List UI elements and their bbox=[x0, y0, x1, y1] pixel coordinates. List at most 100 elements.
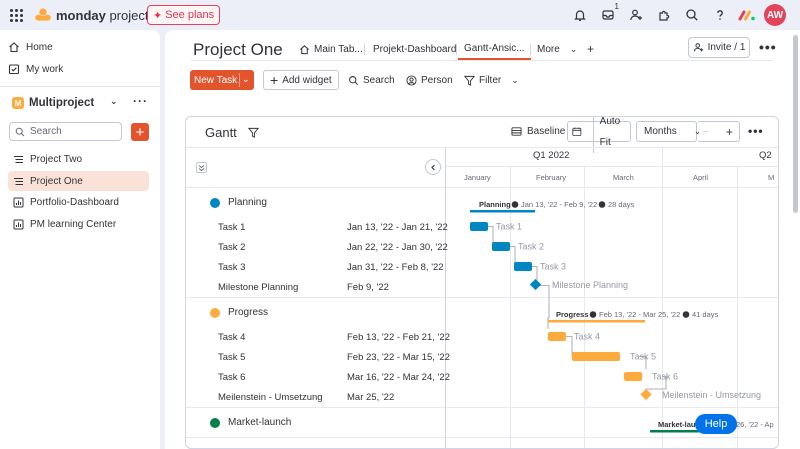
add-widget-button[interactable]: + Add widget bbox=[263, 70, 339, 90]
month-gridline bbox=[584, 166, 585, 448]
add-view-button[interactable]: + bbox=[587, 42, 595, 56]
svg-text:Jan 13, '22 - Feb 9, '22: Jan 13, '22 - Feb 9, '22 bbox=[521, 200, 597, 209]
group-divider bbox=[186, 297, 778, 298]
filter-icon[interactable] bbox=[248, 127, 259, 138]
item-name[interactable]: Task 5 bbox=[218, 352, 246, 363]
row-divider bbox=[186, 437, 778, 438]
gantt-more-button[interactable]: ••• bbox=[748, 124, 764, 138]
chevron-down-icon[interactable]: ⌄ bbox=[242, 74, 250, 84]
group-color-dot bbox=[210, 308, 220, 318]
scrollbar[interactable] bbox=[793, 35, 798, 213]
sidebar-item-project-two[interactable]: Project Two bbox=[8, 149, 149, 169]
sidebar-search-input[interactable]: Search bbox=[9, 122, 122, 141]
item-name[interactable]: Milestone Planning bbox=[218, 282, 299, 293]
search-icon bbox=[15, 127, 25, 136]
sidebar-item-project-one[interactable]: Project One bbox=[8, 171, 149, 191]
group-divider bbox=[186, 407, 778, 408]
item-name[interactable]: Task 3 bbox=[218, 262, 246, 273]
market-launch-summary[interactable]: Market-lau 26, '22 - Ap bbox=[650, 420, 774, 433]
integrations-icon[interactable] bbox=[650, 1, 678, 29]
dashboard-icon bbox=[13, 219, 24, 229]
month-gridline bbox=[737, 166, 738, 448]
collapse-pane-button[interactable] bbox=[425, 159, 441, 175]
baseline-icon bbox=[511, 127, 522, 136]
filter-icon bbox=[464, 75, 475, 86]
pane-divider bbox=[445, 147, 446, 448]
sidebar-home[interactable]: Home bbox=[8, 37, 53, 57]
inbox-icon[interactable]: 1 bbox=[594, 1, 622, 29]
search-button[interactable]: Search bbox=[348, 70, 395, 90]
milestone-planning-diamond[interactable]: Milestone Planning bbox=[529, 278, 628, 291]
plus-icon: + bbox=[270, 72, 279, 88]
help-icon[interactable] bbox=[706, 1, 734, 29]
tab-projekt-dashboard[interactable]: Projekt-Dashboard bbox=[373, 43, 457, 55]
milestone-umsetzung-diamond[interactable]: Meilenstein - Umsetzung bbox=[640, 388, 761, 401]
sidebar-item-pm-learning-center[interactable]: PM learning Center bbox=[8, 214, 149, 234]
planning-summary[interactable]: Planning Jan 13, '22 - Feb 9, '22 28 day… bbox=[470, 200, 635, 213]
tab-gantt-ansicht[interactable]: Gantt-Ansic... bbox=[458, 38, 531, 60]
task-4-bar[interactable]: Task 4 bbox=[548, 332, 600, 342]
month-label: M bbox=[768, 173, 775, 182]
sidebar-divider bbox=[0, 86, 160, 87]
monday-products-icon[interactable] bbox=[738, 8, 756, 22]
svg-text:41 days: 41 days bbox=[692, 310, 719, 319]
task-6-bar[interactable]: Task 6 bbox=[624, 372, 678, 382]
board-more-button[interactable]: ••• bbox=[759, 39, 777, 55]
tab-main-table[interactable]: Main Tab... bbox=[299, 38, 363, 60]
monday-logo bbox=[35, 8, 51, 21]
svg-text:Market-lau: Market-lau bbox=[658, 420, 696, 429]
help-button[interactable]: Help bbox=[695, 414, 737, 434]
quarter-gridline bbox=[662, 147, 663, 448]
sidebar-item-portfolio-dashboard[interactable]: Portfolio-Dashboard bbox=[8, 192, 149, 212]
see-plans-button[interactable]: ✦ See plans bbox=[147, 5, 221, 25]
svg-text:Planning: Planning bbox=[479, 200, 511, 209]
svg-text:Task 2: Task 2 bbox=[518, 242, 544, 252]
header-divider bbox=[191, 60, 773, 61]
gantt-title: Gantt bbox=[205, 125, 237, 140]
scale-select[interactable]: Months ⌄ bbox=[636, 121, 701, 142]
task-2-bar[interactable]: Task 2 bbox=[492, 242, 544, 252]
avatar[interactable]: AW bbox=[764, 4, 786, 26]
item-timeline: Mar 25, '22 bbox=[347, 392, 395, 403]
zoom-out-button[interactable]: – bbox=[703, 126, 709, 137]
baseline-button[interactable]: Baseline bbox=[511, 121, 565, 142]
collapse-all-icon[interactable] bbox=[196, 162, 207, 173]
zoom-in-button[interactable]: + bbox=[725, 124, 733, 139]
top-bar: monday projects ✦ See plans 1 AW bbox=[0, 0, 800, 30]
auto-fit-button[interactable]: Auto Fit bbox=[567, 117, 631, 153]
sidebar-my-work[interactable]: My work bbox=[8, 59, 63, 79]
item-timeline: Jan 31, '22 - Feb 8, '22 bbox=[347, 262, 444, 273]
tab-more[interactable]: More ⌄ bbox=[537, 43, 578, 55]
grid-icon[interactable] bbox=[10, 9, 23, 22]
search-icon[interactable] bbox=[678, 1, 706, 29]
progress-summary[interactable]: Progress Feb 13, '22 - Mar 25, '22 41 da… bbox=[548, 310, 719, 323]
task-3-bar[interactable]: Task 3 bbox=[514, 262, 566, 272]
bell-icon[interactable] bbox=[566, 1, 594, 29]
more-icon[interactable]: ··· bbox=[133, 94, 148, 108]
add-board-button[interactable]: + bbox=[131, 123, 149, 141]
task-5-bar[interactable]: Task 5 bbox=[572, 352, 656, 362]
dashboard-icon bbox=[13, 197, 24, 207]
item-name[interactable]: Task 2 bbox=[218, 242, 246, 253]
invite-button[interactable]: Invite / 1 bbox=[688, 37, 750, 58]
gantt-timeline: Planning Jan 13, '22 - Feb 9, '22 28 day… bbox=[470, 200, 774, 433]
month-label: March bbox=[613, 173, 634, 182]
person-filter-button[interactable]: Person bbox=[406, 70, 453, 90]
item-name[interactable]: Meilenstein - Umsetzung bbox=[218, 392, 323, 403]
task-1-bar[interactable]: Task 1 bbox=[470, 222, 522, 232]
month-label: April bbox=[693, 173, 709, 182]
filter-button[interactable]: Filter ⌄ bbox=[464, 70, 519, 90]
quarter-label-q1: Q1 2022 bbox=[533, 150, 570, 161]
invite-members-icon[interactable] bbox=[622, 1, 650, 29]
item-name[interactable]: Task 1 bbox=[218, 222, 246, 233]
svg-text:Meilenstein - Umsetzung: Meilenstein - Umsetzung bbox=[662, 390, 761, 400]
workspace-selector[interactable]: M Multiproject ⌄ ··· bbox=[12, 94, 152, 109]
group-name-progress[interactable]: Progress bbox=[228, 307, 269, 318]
new-task-button[interactable]: New Task ⌄ bbox=[190, 70, 254, 90]
home-icon bbox=[300, 44, 309, 54]
item-name[interactable]: Task 6 bbox=[218, 372, 246, 383]
group-name-planning[interactable]: Planning bbox=[228, 197, 267, 208]
group-name-market-launch[interactable]: Market-launch bbox=[228, 417, 292, 428]
item-name[interactable]: Task 4 bbox=[218, 332, 246, 343]
tab-divider bbox=[530, 44, 531, 55]
